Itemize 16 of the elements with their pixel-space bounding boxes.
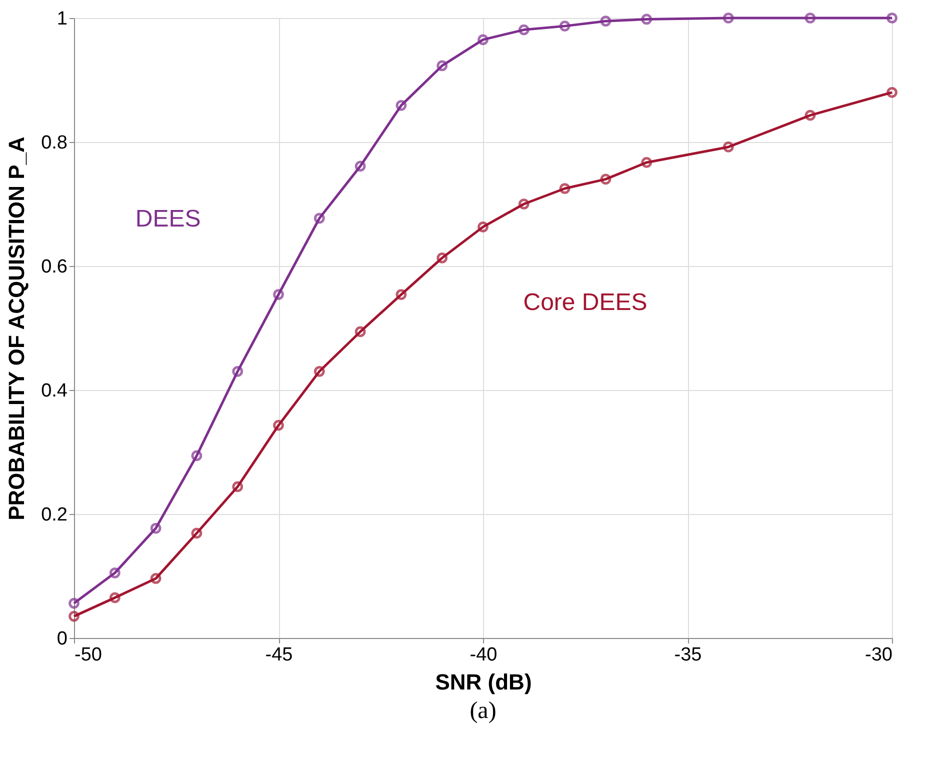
y-tick-label: 0.4 (41, 380, 68, 402)
x-tick-label: -40 (470, 644, 498, 666)
y-tick-label: 0.8 (41, 132, 68, 154)
text: Core DEES (523, 289, 648, 316)
x-tick-label: -50 (74, 644, 102, 666)
y-tick-label: 1 (56, 8, 68, 30)
x-tick-label: -45 (265, 644, 293, 666)
x-axis-title: SNR (dB) (435, 670, 532, 694)
y-tick-label: 0.6 (41, 256, 68, 278)
text: DEES (135, 206, 201, 232)
y-axis-title: PROBABILITY OF ACQUISITION P_A (4, 136, 30, 520)
x-tick-label: -30 (865, 644, 892, 666)
x-tick-label: -35 (674, 644, 702, 666)
y-tick-label: 0 (56, 628, 68, 650)
text: (a) (470, 698, 496, 724)
y-tick-label: 0.2 (41, 504, 68, 526)
